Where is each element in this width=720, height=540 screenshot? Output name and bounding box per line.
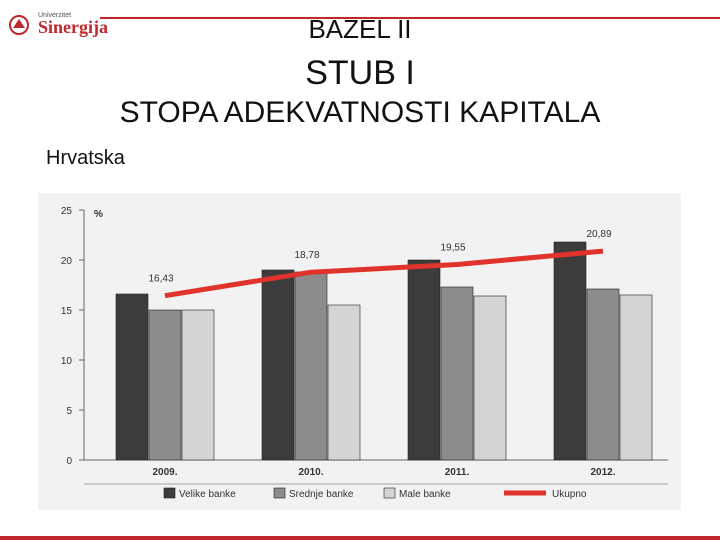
data-label-ukupno: 16,43 (148, 274, 173, 285)
bar-male-banke (619, 294, 653, 461)
bar-velike-banke (407, 259, 441, 461)
data-label-ukupno: 19,55 (440, 243, 465, 254)
y-tick-label: 0 (66, 456, 72, 467)
bar-velike-banke (553, 241, 587, 461)
bar-srednje-banke (294, 271, 328, 461)
bar-srednje-banke (440, 286, 474, 461)
y-tick-label: 10 (61, 356, 73, 367)
legend-label-male-banke: Male banke (399, 489, 451, 500)
title-line-3: STOPA ADEKVATNOSTI KAPITALA (119, 96, 601, 129)
capital-adequacy-chart: 0 5 10 15 20 25 % 2009. 2010. 2011. 2012. 16,43 18,7… (61, 206, 668, 500)
y-tick-label: 25 (61, 206, 73, 217)
logo-small-text: Univerzitet (38, 12, 72, 19)
y-tick-label: 5 (66, 406, 72, 417)
legend-label-ukupno: Ukupno (552, 489, 587, 500)
y-unit-label: % (94, 209, 103, 220)
legend-label-velike-banke: Velike banke (179, 489, 236, 500)
sinergija-logo-icon (9, 15, 29, 35)
x-tick-label: 2012. (590, 467, 615, 478)
subtitle: Hrvatska (46, 147, 125, 169)
header-divider (100, 17, 720, 19)
footer-divider (0, 536, 720, 540)
data-label-ukupno: 20,89 (586, 229, 611, 240)
x-tick-label: 2009. (152, 467, 177, 478)
y-tick-label: 15 (61, 306, 73, 317)
title-line-1: BAZEL II (308, 14, 412, 44)
bar-velike-banke (115, 293, 149, 461)
line-ukupno (164, 248, 604, 299)
bar-male-banke (327, 304, 361, 461)
bar-male-banke (181, 309, 215, 461)
bar-male-banke (473, 295, 507, 461)
legend-swatch-male-banke (383, 487, 396, 499)
bar-srednje-banke (586, 288, 620, 461)
title-line-2: STUB I (305, 54, 415, 92)
y-tick-label: 20 (61, 256, 73, 267)
legend-swatch-velike-banke (163, 487, 176, 499)
bar-velike-banke (261, 269, 295, 461)
x-tick-label: 2010. (298, 467, 323, 478)
x-tick-label: 2011. (445, 467, 470, 478)
data-label-ukupno: 18,78 (294, 250, 319, 261)
logo-main-text: Sinergija (38, 17, 108, 37)
bar-srednje-banke (148, 309, 182, 461)
legend-swatch-srednje-banke (273, 487, 286, 499)
university-logo: Univerzitet Sinergija (8, 6, 108, 37)
legend-label-srednje-banke: Srednje banke (289, 489, 354, 500)
